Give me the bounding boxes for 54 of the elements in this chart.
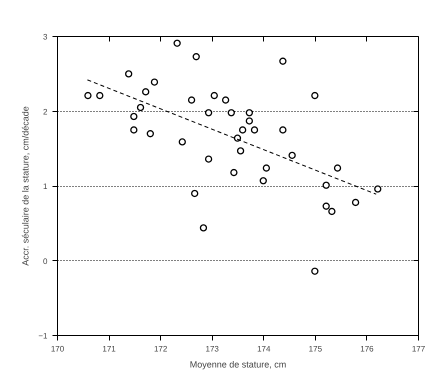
point (260, 177, 267, 184)
point (279, 126, 287, 134)
point (173, 40, 181, 47)
point (279, 58, 287, 65)
point (311, 92, 318, 100)
point (246, 117, 253, 125)
x-tick-label: 177 (412, 344, 426, 354)
point (311, 268, 318, 275)
y-tick-label: −1 (38, 332, 48, 340)
point (125, 70, 132, 78)
point (222, 96, 230, 104)
point (228, 109, 235, 116)
point (142, 88, 150, 96)
point (146, 130, 154, 138)
y-axis-title: Accr. séculaire de la stature, cm/décade (20, 106, 30, 266)
point (322, 202, 330, 210)
x-tick-label: 176 (360, 344, 374, 354)
y-tick-label: 0 (43, 256, 48, 266)
x-tick-label: 175 (308, 344, 323, 354)
point (130, 112, 138, 120)
point (236, 147, 244, 155)
point (246, 109, 253, 116)
point (288, 152, 296, 159)
y-tick-label: 3 (43, 32, 48, 42)
point (96, 92, 104, 100)
point (150, 78, 158, 86)
x-tick-label: 170 (50, 344, 65, 354)
x-tick-label: 171 (102, 344, 116, 354)
y-tick-label: 2 (43, 107, 48, 116)
point (352, 198, 360, 206)
point (238, 126, 246, 134)
point (200, 224, 208, 232)
y-tick-label: 1 (43, 182, 48, 191)
point (192, 53, 200, 60)
point (334, 164, 342, 172)
x-axis-title: Moyenne de stature, cm (190, 360, 286, 370)
point (130, 126, 138, 134)
point (210, 92, 218, 100)
point (188, 96, 196, 104)
point (328, 208, 336, 216)
point (204, 109, 212, 116)
point (191, 190, 198, 198)
x-tick-label: 173 (206, 344, 220, 354)
point (178, 138, 186, 146)
point (374, 185, 382, 193)
point (322, 182, 330, 189)
point (262, 164, 270, 172)
point (204, 155, 212, 163)
x-tick-label: 172 (154, 344, 168, 354)
point (250, 126, 258, 134)
x-tick-label: 174 (257, 344, 272, 354)
point (230, 168, 238, 176)
point (136, 104, 144, 112)
point (84, 92, 92, 100)
